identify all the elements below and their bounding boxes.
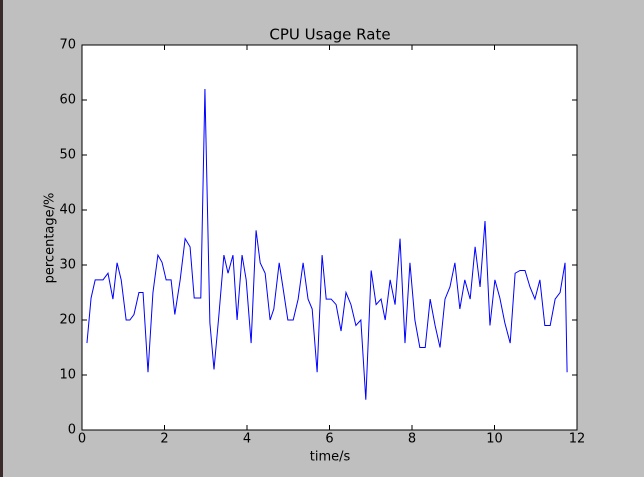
- y-tick-label: 50: [59, 148, 76, 163]
- y-tick-label: 40: [59, 203, 76, 218]
- plot-frame: [81, 44, 578, 431]
- y-tick-label: 10: [59, 368, 76, 383]
- y-tick-label: 30: [59, 258, 76, 273]
- x-tick-label: 12: [569, 432, 586, 447]
- x-tick-label: 10: [486, 432, 503, 447]
- y-tick-label: 70: [59, 38, 76, 53]
- x-tick-label: 6: [325, 432, 333, 447]
- x-tick-label: 4: [243, 432, 251, 447]
- x-axis-label: time/s: [310, 450, 351, 465]
- y-tick-label: 20: [59, 313, 76, 328]
- x-tick-label: 8: [408, 432, 416, 447]
- data-line: [86, 88, 568, 400]
- plot-area: [82, 45, 577, 430]
- x-tick-label: 2: [160, 432, 168, 447]
- y-tick-label: 60: [59, 93, 76, 108]
- x-tick-label: 0: [78, 432, 86, 447]
- y-tick-label: 0: [68, 423, 76, 438]
- chart-title: CPU Usage Rate: [269, 26, 390, 44]
- y-axis-label: percentage/%: [43, 193, 58, 284]
- window-edge: [0, 0, 3, 477]
